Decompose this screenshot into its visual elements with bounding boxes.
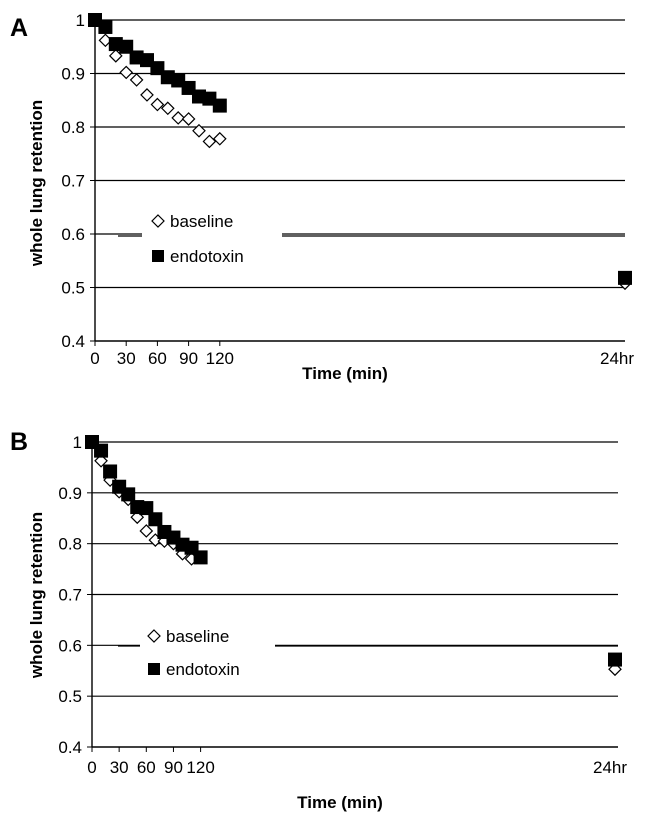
y-tick-label: 0.9 [58, 484, 82, 503]
y-tick-label: 1 [73, 433, 82, 452]
legend-box [142, 204, 282, 268]
baseline-point [181, 112, 196, 126]
baseline-point [212, 131, 227, 146]
legend: baseline endotoxin [118, 620, 618, 682]
x-tick-label: 24hr [600, 349, 634, 368]
y-tick-label: 0.4 [61, 332, 85, 351]
x-tick-label: 90 [164, 758, 183, 777]
x-axis-label: Time (min) [297, 793, 383, 812]
legend-box [140, 620, 275, 682]
y-tick-label: 0.4 [58, 738, 82, 757]
endotoxin-point [94, 443, 109, 458]
endotoxin-point [608, 652, 622, 667]
panel-label: A [10, 14, 28, 42]
panel-label: B [10, 428, 28, 456]
y-tick-label: 0.5 [58, 687, 82, 706]
legend-baseline-label: baseline [170, 212, 233, 231]
legend-endotoxin-label: endotoxin [166, 660, 240, 679]
x-tick-label: 60 [137, 758, 156, 777]
x-tick-label: 30 [110, 758, 129, 777]
x-tick-label: 60 [148, 349, 167, 368]
y-tick-label: 0.8 [58, 535, 82, 554]
endotoxin-point [98, 19, 113, 34]
x-tick-label: 120 [186, 758, 214, 777]
panel-a: A whole lung retention Time (min) 0.4 0.5… [10, 11, 634, 383]
endotoxin-point [119, 39, 134, 54]
x-tick-label: 0 [87, 758, 96, 777]
baseline-point [94, 453, 108, 468]
legend-endotoxin-marker [152, 250, 164, 262]
panel-b: B whole lung retention Time (min) 0.4 0.5… [10, 428, 627, 812]
legend-endotoxin-marker [148, 663, 160, 675]
baseline-point [150, 97, 165, 112]
baseline-point [160, 101, 175, 116]
y-tick-label: 0.9 [61, 65, 85, 84]
endotoxin-point [618, 270, 632, 285]
y-tick-label: 0.6 [61, 225, 85, 244]
y-axis-label: whole lung retention [27, 100, 46, 267]
baseline-point [140, 88, 154, 102]
y-tick-label: 0.7 [61, 172, 85, 191]
legend: baseline endotoxin [118, 204, 625, 268]
y-tick-label: 0.8 [61, 118, 85, 137]
legend-baseline-marker [147, 629, 161, 643]
x-tick-label: 30 [117, 349, 136, 368]
baseline-point [139, 524, 154, 538]
y-tick-label: 0.7 [58, 586, 82, 605]
endotoxin-point [193, 550, 208, 565]
legend-baseline-label: baseline [166, 627, 229, 646]
endotoxin-point [121, 487, 136, 502]
y-axis-label: whole lung retention [27, 512, 46, 679]
baseline-point [192, 123, 206, 138]
endotoxin-point [139, 501, 154, 516]
endotoxin-point [103, 464, 118, 479]
y-tick-label: 0.5 [61, 279, 85, 298]
baseline-point [202, 134, 217, 149]
y-tick-label: 0.6 [58, 636, 82, 655]
endotoxin-point [148, 512, 163, 527]
x-axis-label: Time (min) [302, 364, 388, 383]
baseline-point [119, 65, 134, 80]
baseline-point [129, 73, 144, 87]
legend-endotoxin-label: endotoxin [170, 247, 244, 266]
baseline-point [171, 111, 186, 125]
endotoxin-point [212, 98, 227, 113]
legend-baseline-marker [151, 214, 165, 228]
x-tick-label: 0 [90, 349, 99, 368]
y-tick-label: 1 [76, 11, 85, 30]
x-tick-label: 120 [206, 349, 234, 368]
x-tick-label: 24hr [593, 758, 627, 777]
x-tick-label: 90 [179, 349, 198, 368]
baseline-point [108, 48, 123, 63]
